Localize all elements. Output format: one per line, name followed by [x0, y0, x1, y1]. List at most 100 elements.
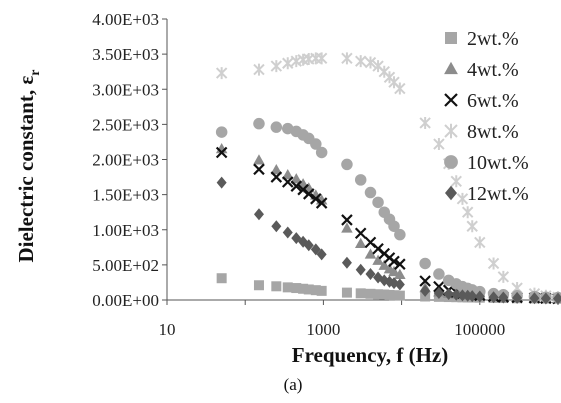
x-tick-label: 100000 — [454, 320, 505, 339]
data-point — [271, 220, 282, 233]
data-point — [310, 285, 321, 296]
data-point — [315, 146, 328, 159]
data-point — [372, 196, 384, 209]
y-tick-label: 2.50E+03 — [92, 115, 159, 134]
data-point — [355, 288, 366, 299]
data-point — [433, 138, 445, 151]
data-point — [341, 52, 353, 65]
y-tick-label: 3.50E+03 — [92, 45, 159, 64]
data-point — [253, 280, 264, 291]
points-layer — [215, 52, 561, 305]
y-tick-label: 3.00E+03 — [92, 80, 159, 99]
data-point — [365, 288, 376, 299]
data-point — [270, 171, 283, 183]
data-point — [253, 208, 264, 221]
data-point — [290, 173, 303, 184]
x-tick-label: 10 — [159, 320, 176, 339]
data-point — [433, 268, 445, 280]
legend-label: 4wt.% — [467, 59, 519, 81]
data-point — [394, 82, 406, 95]
data-point — [540, 292, 551, 305]
data-point — [216, 176, 227, 189]
x-axis-title: Frequency, f (Hz) — [292, 343, 449, 367]
data-point — [451, 288, 462, 301]
data-point — [310, 138, 322, 150]
data-point — [388, 265, 400, 277]
x-tick-label: 1000 — [306, 320, 340, 339]
legend-marker — [444, 93, 458, 107]
data-point — [354, 174, 367, 186]
legend-marker — [445, 185, 457, 201]
data-point — [341, 287, 352, 298]
data-point — [215, 146, 228, 159]
data-point — [512, 291, 523, 304]
data-point — [253, 154, 265, 165]
data-point — [290, 180, 303, 192]
data-point — [379, 289, 390, 300]
data-point — [282, 57, 294, 70]
y-tick-label: 1.00E+03 — [92, 221, 159, 240]
data-point — [354, 227, 367, 240]
data-point — [298, 283, 309, 294]
series-5 — [216, 176, 561, 305]
data-point — [388, 220, 400, 232]
data-point — [270, 60, 283, 73]
data-point — [474, 290, 485, 303]
legend-marker — [444, 123, 458, 139]
data-point — [443, 288, 454, 301]
data-point — [215, 126, 228, 138]
data-point — [394, 290, 405, 301]
data-point — [433, 280, 445, 293]
data-point — [467, 290, 478, 303]
data-point — [450, 175, 462, 188]
data-point — [315, 52, 328, 65]
data-point — [354, 237, 367, 249]
data-point — [419, 257, 431, 270]
data-point — [282, 282, 293, 293]
data-point — [420, 284, 431, 297]
data-point — [388, 255, 400, 268]
data-point — [253, 117, 265, 130]
data-point — [364, 248, 377, 259]
data-point — [373, 289, 384, 300]
data-point — [291, 283, 302, 294]
data-point — [303, 239, 314, 252]
data-point — [281, 176, 294, 188]
y-tick-label: 4.00E+03 — [92, 10, 159, 29]
legend-marker — [445, 32, 457, 44]
figure-caption: (a) — [284, 375, 303, 394]
data-point — [355, 263, 366, 276]
data-point — [315, 197, 328, 209]
data-point — [497, 270, 510, 283]
y-tick-label: 0.00E+00 — [92, 291, 159, 310]
legend-label: 10wt.% — [467, 152, 529, 174]
legend-marker — [444, 155, 458, 169]
data-point — [310, 193, 322, 205]
data-point — [282, 226, 293, 239]
data-point — [498, 291, 509, 304]
data-point — [341, 256, 352, 269]
series-3 — [215, 52, 561, 304]
y-tick-label: 2.00E+03 — [92, 151, 159, 170]
data-point — [419, 116, 431, 129]
y-tick-label: 1.50E+03 — [92, 186, 159, 205]
legend-label: 2wt.% — [467, 28, 519, 50]
data-point — [474, 236, 486, 249]
data-point — [456, 192, 469, 205]
data-point — [488, 291, 499, 304]
data-point — [270, 164, 283, 175]
data-point — [378, 259, 391, 270]
y-tick-label: 5.00E+02 — [92, 256, 159, 275]
y-axis-title-text: Dielectric constant, ε — [14, 76, 38, 263]
legend: 2wt.% 4wt.% 6wt.% 8wt.% 10wt.% 12wt.% — [444, 28, 529, 205]
data-point — [253, 63, 265, 76]
data-point — [270, 121, 283, 133]
data-point — [216, 273, 227, 284]
data-point — [341, 214, 353, 226]
data-point — [372, 254, 384, 265]
data-point — [365, 268, 376, 281]
legend-marker — [444, 61, 458, 75]
